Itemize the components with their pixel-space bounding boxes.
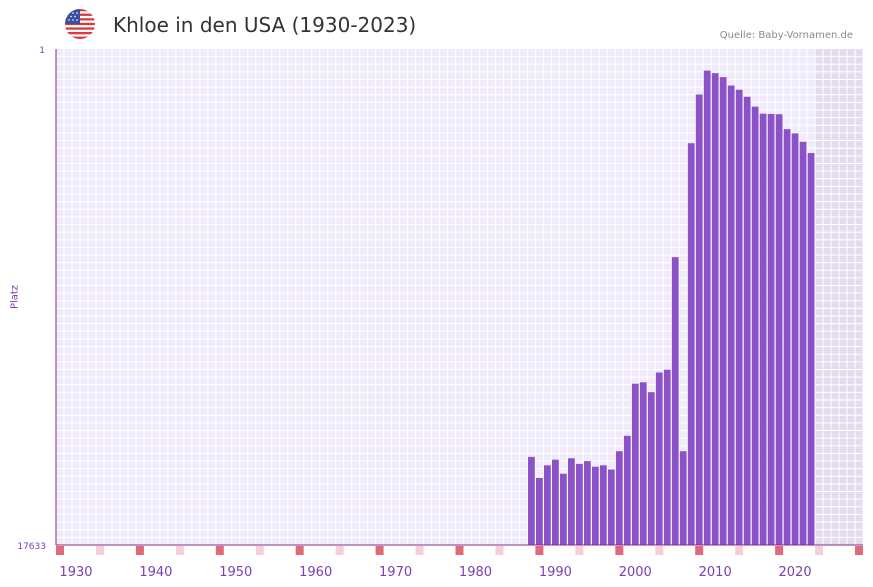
- bar: [639, 382, 647, 545]
- x-tick-label: 1940: [139, 565, 172, 580]
- bar: [615, 451, 623, 545]
- bar: [791, 133, 799, 545]
- bar: [623, 435, 631, 545]
- decade-marker: [695, 546, 704, 555]
- half-decade-marker: [335, 546, 344, 555]
- bar: [631, 383, 639, 545]
- bar: [711, 73, 719, 545]
- half-decade-marker: [575, 546, 584, 555]
- bar: [783, 129, 791, 545]
- half-decade-marker: [415, 546, 424, 555]
- bar: [647, 392, 655, 545]
- decade-marker: [535, 546, 544, 555]
- x-tick-label: 2020: [779, 565, 812, 580]
- x-tick-label: 1960: [299, 565, 332, 580]
- x-tick-label: 1950: [219, 565, 252, 580]
- bar: [575, 463, 583, 545]
- bar: [543, 465, 551, 545]
- bar: [759, 113, 767, 545]
- x-tick-label: 2000: [619, 565, 652, 580]
- us-flag-icon: [65, 9, 95, 39]
- axes: [55, 49, 863, 546]
- decade-marker: [455, 546, 464, 555]
- half-decade-marker: [255, 546, 264, 555]
- bar: [767, 113, 775, 545]
- decade-marker: [855, 546, 863, 555]
- half-decade-marker: [815, 546, 824, 555]
- bar: [536, 477, 543, 545]
- chart-title: Khloe in den USA (1930-2023): [113, 13, 417, 37]
- decade-marker: [615, 546, 624, 555]
- bar: [799, 141, 807, 545]
- bar: [663, 369, 671, 545]
- x-tick-label: 1990: [539, 565, 572, 580]
- bars: [528, 70, 815, 546]
- decade-markers: [56, 546, 863, 555]
- y-tick-label-bottom: 17633: [17, 542, 46, 552]
- half-decade-marker: [655, 546, 664, 555]
- y-tick-label-top: 1: [39, 46, 45, 56]
- bar: [599, 465, 607, 545]
- x-tick-label: 1970: [379, 565, 412, 580]
- half-decade-marker: [175, 546, 184, 555]
- half-decade-marker: [495, 546, 504, 555]
- decade-marker: [215, 546, 224, 555]
- x-tick-label: 1930: [59, 565, 92, 580]
- tick-labels: 1930 1940 1950 1960 1970 1980 1990 2000 2010 2020…: [17, 46, 811, 580]
- bar: [583, 461, 591, 545]
- bar: [591, 466, 599, 545]
- bar: [735, 89, 743, 545]
- bar: [567, 458, 575, 545]
- decade-marker: [135, 546, 144, 555]
- bar: [551, 459, 559, 545]
- bar: [719, 77, 727, 545]
- bar: [703, 70, 711, 546]
- x-tick-label: 2010: [699, 565, 732, 580]
- decade-marker: [375, 546, 384, 555]
- decade-marker: [295, 546, 304, 555]
- bar: [775, 114, 783, 546]
- bar: [559, 473, 567, 545]
- half-decade-marker: [735, 546, 744, 555]
- bar: [751, 106, 759, 546]
- bar: [807, 153, 815, 545]
- decade-marker: [56, 546, 64, 555]
- bar: [727, 85, 735, 545]
- source-label: Quelle: Baby-Vornamen.de: [719, 30, 853, 41]
- bar: [695, 94, 703, 546]
- decade-marker: [775, 546, 784, 555]
- bar: [528, 456, 535, 545]
- half-decade-marker: [95, 546, 104, 555]
- bar: [671, 257, 679, 545]
- bar: [743, 96, 751, 546]
- bar: [679, 451, 687, 545]
- bar: [655, 372, 663, 545]
- bar: [607, 469, 615, 545]
- bar: [687, 143, 695, 545]
- x-tick-label: 1980: [459, 565, 492, 580]
